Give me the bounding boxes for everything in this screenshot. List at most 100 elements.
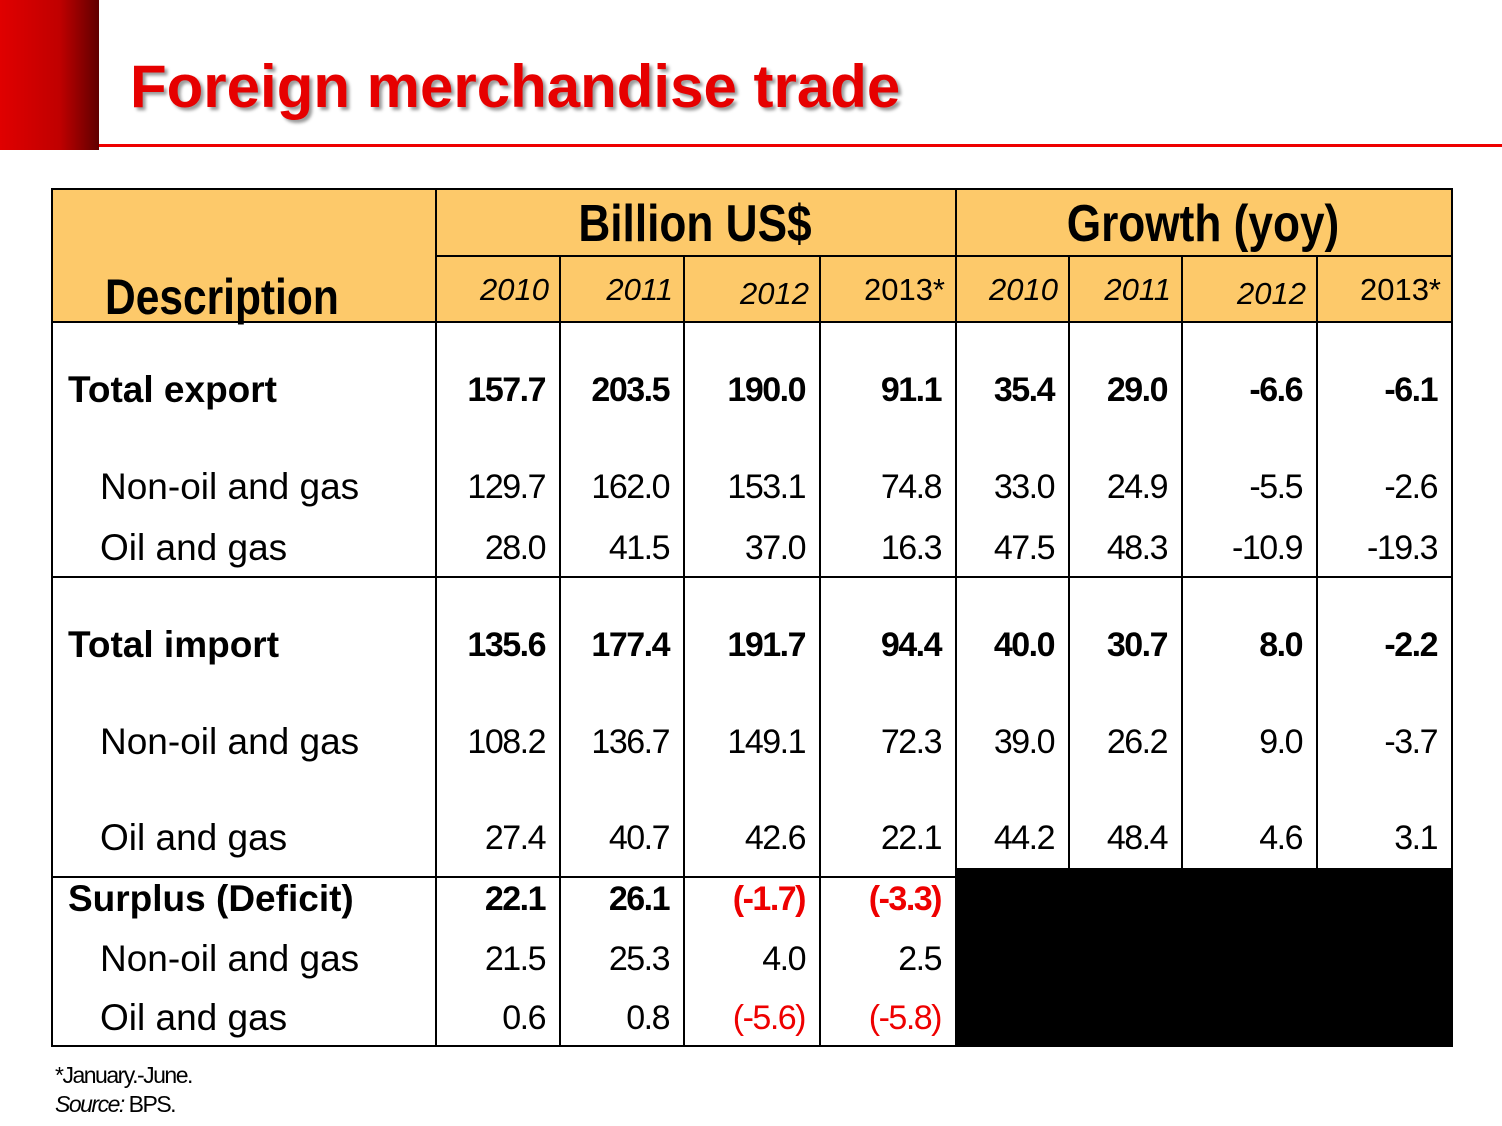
- cell: 0.8: [626, 999, 670, 1037]
- cell: 72.3: [880, 723, 943, 761]
- cell: 135.6: [467, 626, 546, 664]
- description-header: Description: [105, 269, 339, 325]
- year-header: 2010: [480, 272, 549, 307]
- cell: 74.8: [880, 468, 943, 506]
- cell: (-5.8): [868, 999, 943, 1037]
- cell: 162.0: [591, 468, 670, 506]
- row-label: Oil and gas: [100, 817, 288, 858]
- cell: 27.4: [484, 819, 547, 857]
- cell: (-1.7): [732, 880, 807, 918]
- cell: 4.6: [1259, 819, 1303, 857]
- cell: 3.1: [1394, 819, 1438, 857]
- cell: 190.0: [727, 371, 806, 409]
- cell: -6.1: [1384, 371, 1438, 409]
- cell: 16.3: [880, 529, 943, 567]
- cell: 21.5: [484, 940, 547, 978]
- title: Foreign merchandise trade: [130, 53, 901, 120]
- year-header: 2012: [1237, 276, 1306, 311]
- table-line: [1316, 255, 1318, 868]
- year-header: 2012: [740, 276, 809, 311]
- table-line: [51, 188, 1452, 190]
- cell: 8.0: [1259, 626, 1303, 664]
- table-line: [819, 255, 821, 1047]
- year-header: 2011: [606, 272, 673, 307]
- table-line: [435, 255, 1452, 257]
- table-line: [955, 188, 957, 1047]
- row-label: Oil and gas: [100, 997, 288, 1038]
- source-text: BPS.: [128, 1091, 177, 1117]
- cell: 26.2: [1106, 723, 1169, 761]
- row-label: Non-oil and gas: [100, 466, 360, 507]
- year-header: 2013*: [863, 272, 945, 307]
- year-header: 2010: [989, 272, 1058, 307]
- year-header: 2011: [1104, 272, 1171, 307]
- row-label: Total export: [68, 369, 277, 410]
- cell: 191.7: [727, 626, 806, 664]
- cell: 33.0: [993, 468, 1056, 506]
- table-line: [1181, 255, 1183, 868]
- table-line: [51, 876, 955, 878]
- cell: (-3.3): [868, 880, 943, 918]
- cell: 39.0: [993, 723, 1056, 761]
- row-label: Total import: [68, 624, 280, 665]
- cell: 4.0: [762, 940, 806, 978]
- table-line: [559, 255, 561, 1047]
- cell: 177.4: [591, 626, 670, 664]
- cell: 40.7: [608, 819, 671, 857]
- cell: -5.5: [1249, 468, 1303, 506]
- cell: 94.4: [880, 626, 943, 664]
- table-line: [1451, 188, 1453, 1047]
- table-line: [683, 255, 685, 1047]
- cell: 35.4: [993, 371, 1056, 409]
- cell: 129.7: [467, 468, 546, 506]
- cell: 44.2: [993, 819, 1056, 857]
- cell: 24.9: [1106, 468, 1169, 506]
- row-label: Oil and gas: [100, 527, 288, 568]
- footnote: *January.-June.: [55, 1062, 193, 1088]
- table-line: [51, 576, 1452, 578]
- cell: 29.0: [1106, 371, 1169, 409]
- table-line: [435, 188, 437, 1047]
- table-line: [51, 188, 53, 1047]
- cell: 108.2: [467, 723, 546, 761]
- cell: 28.0: [484, 529, 547, 567]
- source-label: Source:: [55, 1091, 125, 1117]
- cell: 47.5: [993, 529, 1056, 567]
- cell: (-5.6): [732, 999, 807, 1037]
- cell: -3.7: [1384, 723, 1438, 761]
- group-header: Growth (yoy): [1066, 195, 1340, 253]
- table-line: [51, 1045, 1452, 1047]
- group-header: Billion US$: [578, 195, 812, 253]
- cell: 2.5: [898, 940, 942, 978]
- cell: -2.6: [1384, 468, 1438, 506]
- title-rule: [99, 144, 1502, 147]
- cell: 25.3: [608, 940, 671, 978]
- cell: 48.4: [1106, 819, 1169, 857]
- cell: 37.0: [744, 529, 807, 567]
- cell: 30.7: [1106, 626, 1169, 664]
- source: Source: BPS.: [55, 1091, 177, 1118]
- cell: 136.7: [591, 723, 670, 761]
- cell: 40.0: [993, 626, 1056, 664]
- cell: 149.1: [727, 723, 806, 761]
- table-line: [51, 321, 1452, 323]
- cell: 153.1: [727, 468, 806, 506]
- cell: 22.1: [880, 819, 943, 857]
- cell: 91.1: [880, 371, 943, 409]
- year-header: 2013*: [1359, 272, 1441, 307]
- cell: -10.9: [1232, 529, 1304, 567]
- cell: 22.1: [484, 880, 547, 918]
- cell: 42.6: [744, 819, 807, 857]
- cell: -6.6: [1249, 371, 1303, 409]
- row-label: Non-oil and gas: [100, 721, 360, 762]
- cell: 203.5: [591, 371, 670, 409]
- red-block: [0, 0, 99, 150]
- cell: 48.3: [1106, 529, 1169, 567]
- cell: 157.7: [467, 371, 546, 409]
- cell: 41.5: [608, 529, 671, 567]
- blank-area: [955, 868, 1452, 1047]
- cell: -2.2: [1384, 626, 1438, 664]
- row-label: Surplus (Deficit): [68, 878, 354, 919]
- cell: -19.3: [1367, 529, 1439, 567]
